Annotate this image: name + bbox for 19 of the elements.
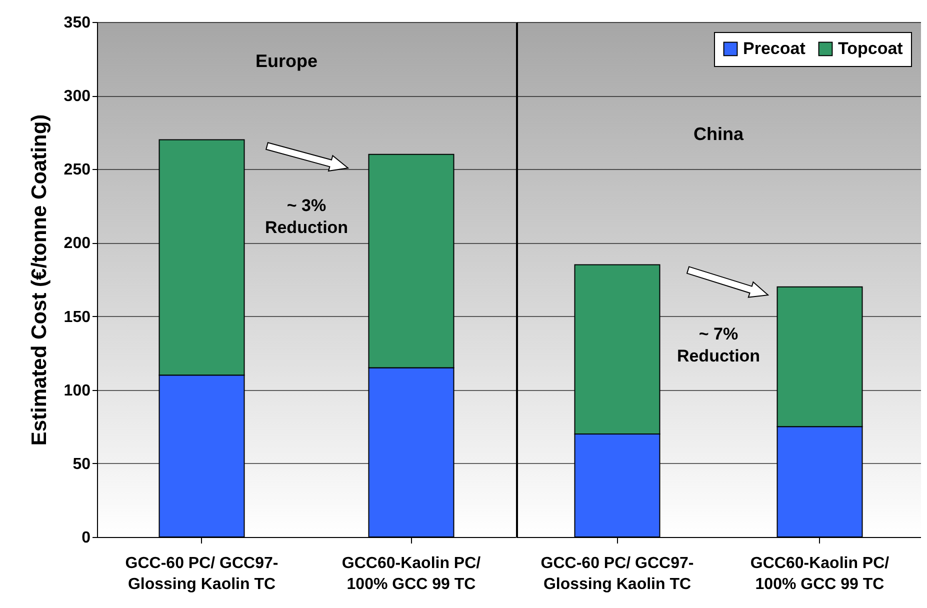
legend-label: Topcoat [838,38,904,58]
annotation: ~ 3% Reduction [264,196,348,237]
y-tick-label: 150 [64,308,91,326]
y-tick-label: 100 [64,382,91,400]
text: China [693,124,744,144]
y-tick-label: 200 [64,235,91,252]
text: Europe [255,51,318,71]
x-tick-label: GCC60-Kaolin PC/ 100% GCC 99 TC [340,554,482,595]
annotation: ~ 7% Reduction [676,324,760,366]
x-tick-label: GCC-60 PC/ GCC97- Glossing Kaolin TC [124,554,280,595]
y-tick-label: 350 [64,14,91,32]
legend-label: Precoat [743,38,806,58]
x-tick-label: GCC60-Kaolin PC/ 100% GCC 99 TC [749,554,890,595]
x-tick-label: GCC-60 PC/ GCC97- Glossing Kaolin TC [540,554,695,595]
y-tick-label: 250 [64,162,91,179]
y-tick-label: 300 [64,88,91,106]
y-tick-label: 0 [82,530,91,546]
y-tick-label: 50 [72,456,91,473]
y-axis-title: Estimated Cost (€/tonne Coating) [28,114,51,446]
